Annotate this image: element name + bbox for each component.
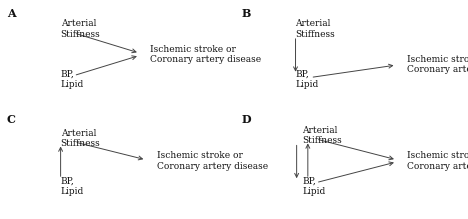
Text: D: D [242,114,251,125]
Text: Arterial
Stiffness: Arterial Stiffness [295,19,335,39]
Text: Arterial
Stiffness: Arterial Stiffness [61,19,100,39]
Text: BP,
Lipid: BP, Lipid [61,70,84,89]
Text: Arterial
Stiffness: Arterial Stiffness [302,126,342,145]
Text: A: A [7,8,15,19]
Text: Ischemic stroke or
Coronary artery disease: Ischemic stroke or Coronary artery disea… [150,45,261,64]
Text: Arterial
Stiffness: Arterial Stiffness [61,129,100,148]
Text: BP,
Lipid: BP, Lipid [61,177,84,196]
Text: BP,
Lipid: BP, Lipid [295,70,319,89]
Text: B: B [242,8,251,19]
Text: Ischemic stroke or
Coronary artery disease: Ischemic stroke or Coronary artery disea… [407,151,468,171]
Text: C: C [7,114,16,125]
Text: Ischemic stroke or
Coronary artery disease: Ischemic stroke or Coronary artery disea… [407,55,468,74]
Text: BP,
Lipid: BP, Lipid [302,177,325,196]
Text: Ischemic stroke or
Coronary artery disease: Ischemic stroke or Coronary artery disea… [157,151,268,171]
